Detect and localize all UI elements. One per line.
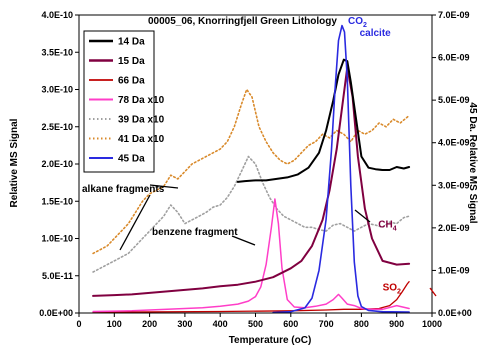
x-axis-title: Temperature (oC) <box>229 335 312 346</box>
annotation-benzene: benzene fragment <box>152 227 238 238</box>
plot-area <box>78 14 433 314</box>
x-tick-label: 900 <box>389 319 404 329</box>
legend-label-66-da: 66 Da <box>118 76 145 87</box>
series-line-39-da-x10 <box>92 155 410 273</box>
y2-tick-label: 2.0E-09 <box>438 223 470 233</box>
x-tick-label: 400 <box>213 319 228 329</box>
series-layer <box>92 24 411 314</box>
annotation-alkane: alkane fragments <box>82 184 165 195</box>
legend-label-78-da-x10: 78 Da x10 <box>118 95 165 106</box>
y-tick-label: 2.0E-10 <box>41 159 73 169</box>
x-tick-label: 200 <box>142 319 157 329</box>
y2-tick-label: 0.0E+00 <box>438 308 472 318</box>
legend-label-14-da: 14 Da <box>118 37 145 48</box>
y-tick-label: 3.0E-10 <box>41 85 73 95</box>
x-tick-label: 1000 <box>422 319 442 329</box>
annotation-ch4-label: CH4 <box>378 219 396 232</box>
y2-axis-title: 45 Da. Relative MS Signal <box>467 102 478 223</box>
annotation-co2-label: CO2 <box>348 16 367 29</box>
y2-tick-label: 6.0E-09 <box>438 53 470 63</box>
right-axis-ticks: 0.0E+00 1.0E-09 2.0E-09 3.0E-09 4.0E-09 5.0E-… <box>432 10 472 318</box>
series-line-45-da <box>272 24 410 314</box>
legend-label-15-da: 15 Da <box>118 56 145 67</box>
series-line-66-da <box>92 281 410 313</box>
x-tick-label: 500 <box>248 319 263 329</box>
x-tick-label: 700 <box>319 319 334 329</box>
series-line-41-da-x10 <box>92 88 410 255</box>
y2-tick-label: 3.0E-09 <box>438 180 470 190</box>
series-line-78-da-x10 <box>92 198 410 313</box>
annotation-so2-label: SO2 <box>383 282 401 295</box>
y-axis-title: Relative MS Signal <box>9 118 20 207</box>
y2-tick-label: 5.0E-09 <box>438 95 470 105</box>
annotation-calcite: calcite <box>360 28 392 39</box>
alkane-pointer-left <box>119 194 151 251</box>
annotation-ch4: CH4 <box>378 219 396 232</box>
y2-tick-label: 4.0E-09 <box>438 138 470 148</box>
series-line-15-da <box>92 66 411 297</box>
legend: 14 Da 15 Da 66 Da 78 Da x10 39 Da x10 41 Da x… <box>83 30 165 173</box>
alkane-pointer-right <box>149 184 179 189</box>
y-tick-label: 2.5E-10 <box>41 122 73 132</box>
y2-tick-label: 1.0E-09 <box>438 265 470 275</box>
y-tick-label: 3.5E-10 <box>41 47 73 57</box>
x-tick-label: 300 <box>177 319 192 329</box>
benzene-pointer <box>231 235 256 246</box>
y2-tick-label: 7.0E-09 <box>438 10 470 20</box>
annotation-so2: SO2 <box>383 282 401 295</box>
y-tick-label: 1.0E-10 <box>41 234 73 244</box>
x-tick-label: 800 <box>354 319 369 329</box>
ch4-pointer <box>354 209 371 223</box>
y-tick-label: 0.0E+00 <box>39 308 73 318</box>
left-axis-ticks: 0.0E+00 5.0E-11 1.0E-10 1.5E-10 2.0E-10 2.5E-… <box>39 10 79 318</box>
series-line-14-da <box>236 58 411 183</box>
so2-pointer <box>429 287 437 297</box>
y-tick-label: 1.5E-10 <box>41 196 73 206</box>
legend-label-41-da-x10: 41 Da x10 <box>118 134 165 145</box>
legend-label-45-da: 45 Da <box>118 154 145 165</box>
y-tick-label: 5.0E-11 <box>42 271 73 281</box>
chart-title: 00005_06, Knorringfjell Green Lithology <box>148 16 337 27</box>
x-axis-ticks: 0 100 200 300 400 500 600 700 800 900 1000 <box>76 313 442 329</box>
annotation-co2: CO2 <box>348 16 367 29</box>
legend-box <box>83 30 155 173</box>
x-tick-label: 100 <box>107 319 122 329</box>
legend-label-39-da-x10: 39 Da x10 <box>118 115 165 126</box>
x-tick-label: 600 <box>283 319 298 329</box>
y-tick-label: 4.0E-10 <box>41 10 73 20</box>
x-tick-label: 0 <box>76 319 81 329</box>
